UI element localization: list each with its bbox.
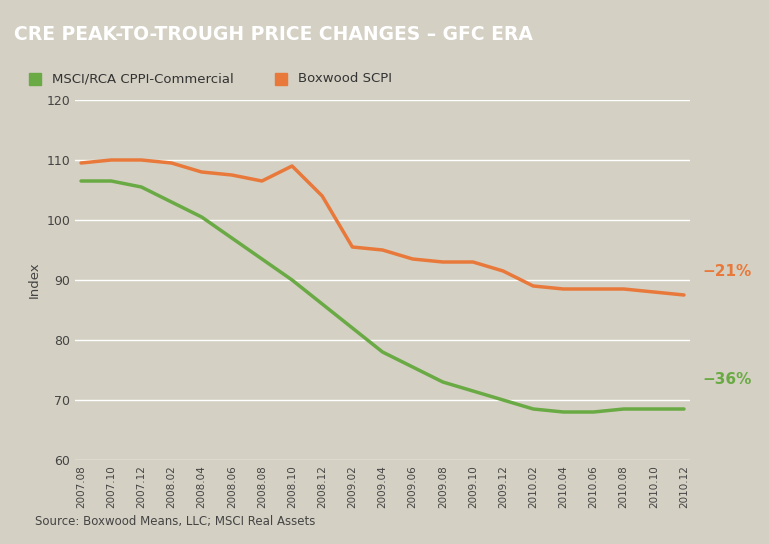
- Text: MSCI/RCA CPPI-Commercial: MSCI/RCA CPPI-Commercial: [52, 72, 234, 85]
- Text: Boxwood SCPI: Boxwood SCPI: [298, 72, 392, 85]
- Text: −36%: −36%: [702, 372, 751, 386]
- Text: CRE PEAK-TO-TROUGH PRICE CHANGES – GFC ERA: CRE PEAK-TO-TROUGH PRICE CHANGES – GFC E…: [14, 26, 533, 44]
- Text: Source: Boxwood Means, LLC; MSCI Real Assets: Source: Boxwood Means, LLC; MSCI Real As…: [35, 515, 315, 528]
- Y-axis label: Index: Index: [28, 262, 41, 298]
- Text: −21%: −21%: [702, 263, 751, 279]
